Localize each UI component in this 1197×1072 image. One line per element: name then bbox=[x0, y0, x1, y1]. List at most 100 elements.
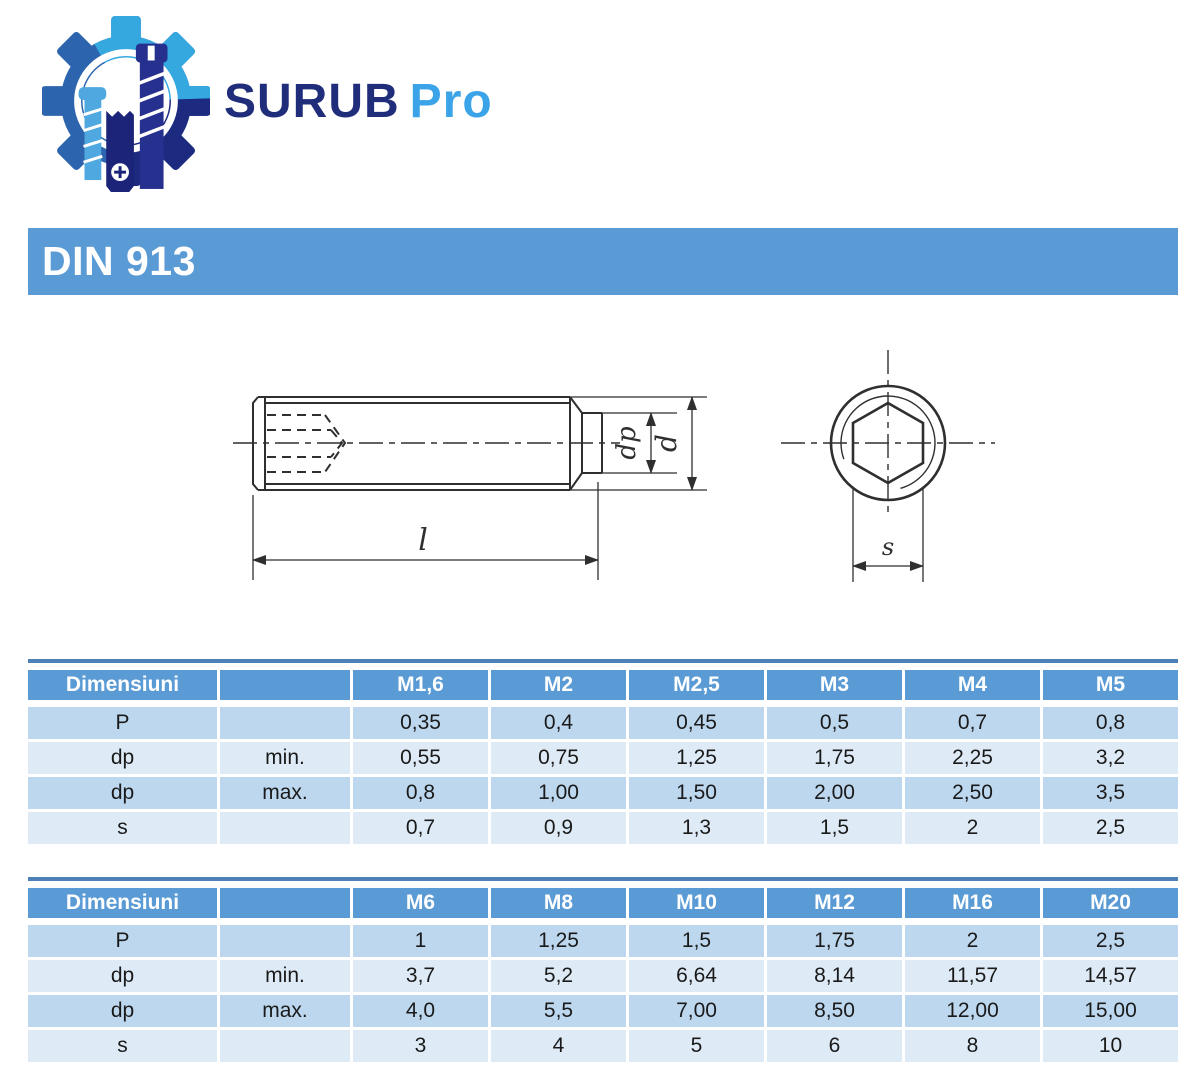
s-label: s bbox=[882, 533, 894, 561]
set-screw-technical-drawing: dp d l s bbox=[225, 342, 1015, 622]
table-cell: 2,5 bbox=[1043, 812, 1178, 844]
right-screw-icon bbox=[135, 43, 168, 189]
table-cell: 4 bbox=[491, 1030, 626, 1062]
table-cell: 1,25 bbox=[629, 742, 764, 774]
d-label: d bbox=[650, 434, 683, 452]
table-cell: 11,57 bbox=[905, 960, 1040, 992]
left-screw-icon bbox=[78, 87, 107, 181]
table-cell: 1,5 bbox=[629, 925, 764, 957]
table-cell: max. bbox=[220, 777, 350, 809]
table-cell: min. bbox=[220, 742, 350, 774]
table-row: s 0,7 0,9 1,3 1,5 2 2,5 bbox=[28, 812, 1178, 844]
table-cell: 1,00 bbox=[491, 777, 626, 809]
table-cell: 1,75 bbox=[767, 742, 902, 774]
end-view: s bbox=[781, 350, 995, 582]
header-cell: M1,6 bbox=[353, 670, 488, 700]
table-cell: 2,00 bbox=[767, 777, 902, 809]
table-cell: 2,25 bbox=[905, 742, 1040, 774]
table-header-row: Dimensiuni M1,6 M2 M2,5 M3 M4 M5 bbox=[28, 670, 1178, 700]
table-cell: 1,3 bbox=[629, 812, 764, 844]
table-top-border bbox=[28, 877, 1178, 881]
table-cell: 8,50 bbox=[767, 995, 902, 1027]
table-cell: 2 bbox=[905, 812, 1040, 844]
table-cell: 0,4 bbox=[491, 707, 626, 739]
table-cell bbox=[220, 925, 350, 957]
middle-screw-icon bbox=[106, 110, 134, 192]
table-cell: 0,7 bbox=[905, 707, 1040, 739]
header-cell: M6 bbox=[353, 888, 488, 918]
table-cell: 0,55 bbox=[353, 742, 488, 774]
table-row: dp max. 4,0 5,5 7,00 8,50 12,00 15,00 bbox=[28, 995, 1178, 1027]
header-cell: M5 bbox=[1043, 670, 1178, 700]
table-cell: 0,45 bbox=[629, 707, 764, 739]
table-cell: 5,5 bbox=[491, 995, 626, 1027]
din913-drawing-svg: dp d l s bbox=[233, 350, 995, 582]
table-cell bbox=[220, 812, 350, 844]
table-cell: 2,50 bbox=[905, 777, 1040, 809]
table-row: dp min. 3,7 5,2 6,64 8,14 11,57 14,57 bbox=[28, 960, 1178, 992]
table-cell: 0,75 bbox=[491, 742, 626, 774]
table-cell: P bbox=[28, 707, 217, 739]
table-cell: dp bbox=[28, 960, 217, 992]
l-label: l bbox=[418, 523, 428, 558]
table-cell: 0,7 bbox=[353, 812, 488, 844]
header-cell: M3 bbox=[767, 670, 902, 700]
table-cell: 1,50 bbox=[629, 777, 764, 809]
table-cell: 1,25 bbox=[491, 925, 626, 957]
table-cell: 14,57 bbox=[1043, 960, 1178, 992]
table-row: P 1 1,25 1,5 1,75 2 2,5 bbox=[28, 925, 1178, 957]
table-cell: 5,2 bbox=[491, 960, 626, 992]
dp-dimension: dp bbox=[602, 412, 677, 474]
dimensions-table-small-sizes: Dimensiuni M1,6 M2 M2,5 M3 M4 M5 P 0,35 0,4 0,45 0,… bbox=[28, 659, 1178, 844]
header-cell: Dimensiuni bbox=[28, 888, 217, 918]
brand-name-primary: SURUB bbox=[224, 74, 400, 128]
table-cell: 3 bbox=[353, 1030, 488, 1062]
header-cell: M8 bbox=[491, 888, 626, 918]
table-cell: 5 bbox=[629, 1030, 764, 1062]
header-cell bbox=[220, 888, 350, 918]
din-standard-title: DIN 913 bbox=[42, 238, 196, 284]
d-dimension: d bbox=[570, 396, 707, 491]
table-cell: 6,64 bbox=[629, 960, 764, 992]
table-cell: dp bbox=[28, 995, 217, 1027]
header-cell: M10 bbox=[629, 888, 764, 918]
table-cell: 1,5 bbox=[767, 812, 902, 844]
table-cell: 0,5 bbox=[767, 707, 902, 739]
dp-label: dp bbox=[612, 426, 642, 460]
table-cell: 0,8 bbox=[353, 777, 488, 809]
table-cell bbox=[220, 1030, 350, 1062]
table-cell: 4,0 bbox=[353, 995, 488, 1027]
table-row: dp min. 0,55 0,75 1,25 1,75 2,25 3,2 bbox=[28, 742, 1178, 774]
s-dimension: s bbox=[852, 488, 924, 582]
table-cell: 3,2 bbox=[1043, 742, 1178, 774]
table-header-row: Dimensiuni M6 M8 M10 M12 M16 M20 bbox=[28, 888, 1178, 918]
table-cell: min. bbox=[220, 960, 350, 992]
table-cell: 2 bbox=[905, 925, 1040, 957]
header-cell: M20 bbox=[1043, 888, 1178, 918]
header-cell: M12 bbox=[767, 888, 902, 918]
header-cell: Dimensiuni bbox=[28, 670, 217, 700]
logo-wordmark: SURUB Pro bbox=[224, 74, 493, 129]
l-dimension: l bbox=[252, 482, 599, 580]
side-view bbox=[233, 396, 620, 491]
din-standard-banner: DIN 913 bbox=[28, 228, 1178, 295]
table-cell: 7,00 bbox=[629, 995, 764, 1027]
table-cell: 0,8 bbox=[1043, 707, 1178, 739]
table-cell: s bbox=[28, 812, 217, 844]
table-cell: 1 bbox=[353, 925, 488, 957]
table-cell: 15,00 bbox=[1043, 995, 1178, 1027]
table-cell: dp bbox=[28, 742, 217, 774]
table-cell: 1,75 bbox=[767, 925, 902, 957]
table-cell: 3,5 bbox=[1043, 777, 1178, 809]
table-cell: 8 bbox=[905, 1030, 1040, 1062]
table-cell: s bbox=[28, 1030, 217, 1062]
table-cell: max. bbox=[220, 995, 350, 1027]
table-cell: 8,14 bbox=[767, 960, 902, 992]
table-row: s 3 4 5 6 8 10 bbox=[28, 1030, 1178, 1062]
table-cell: 2,5 bbox=[1043, 925, 1178, 957]
table-top-border bbox=[28, 659, 1178, 663]
header-cell bbox=[220, 670, 350, 700]
header-cell: M2,5 bbox=[629, 670, 764, 700]
brand-name-secondary: Pro bbox=[409, 74, 493, 128]
table-row: dp max. 0,8 1,00 1,50 2,00 2,50 3,5 bbox=[28, 777, 1178, 809]
